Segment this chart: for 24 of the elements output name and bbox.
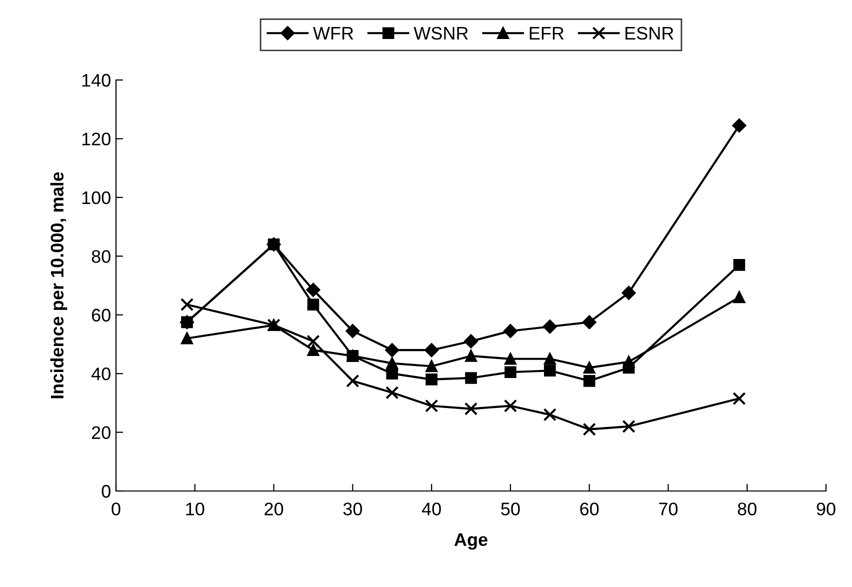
- x-tick-label: 80: [738, 502, 756, 516]
- y-axis-title: Incidence per 10.000, male: [50, 172, 68, 398]
- x-tick-label: 20: [264, 502, 284, 516]
- legend-label: WFR: [312, 27, 354, 40]
- y-tick-label: 100: [82, 191, 110, 204]
- legend-label: WSNR: [414, 26, 468, 40]
- y-tick-label: 80: [92, 250, 110, 263]
- x-tick-label: 60: [580, 502, 599, 516]
- legend-label: EFR: [530, 27, 564, 40]
- x-tick-label: 30: [343, 502, 362, 516]
- y-tick-label: 40: [91, 368, 110, 380]
- y-tick-label: 60: [92, 308, 110, 322]
- x-tick-label: 10: [186, 502, 204, 516]
- y-tick-label: 0: [102, 484, 110, 498]
- y-tick-label: 120: [82, 132, 110, 146]
- legend-label: ESNR: [626, 26, 674, 40]
- x-tick-label: 90: [816, 502, 836, 516]
- y-tick-label: 20: [92, 426, 110, 440]
- x-tick-label: 50: [501, 502, 520, 516]
- x-tick-label: 40: [422, 502, 441, 516]
- x-tick-label: 70: [659, 502, 678, 516]
- x-axis-title: Age: [454, 533, 488, 550]
- x-tick-label: 0: [112, 502, 120, 516]
- y-tick-label: 140: [82, 74, 110, 87]
